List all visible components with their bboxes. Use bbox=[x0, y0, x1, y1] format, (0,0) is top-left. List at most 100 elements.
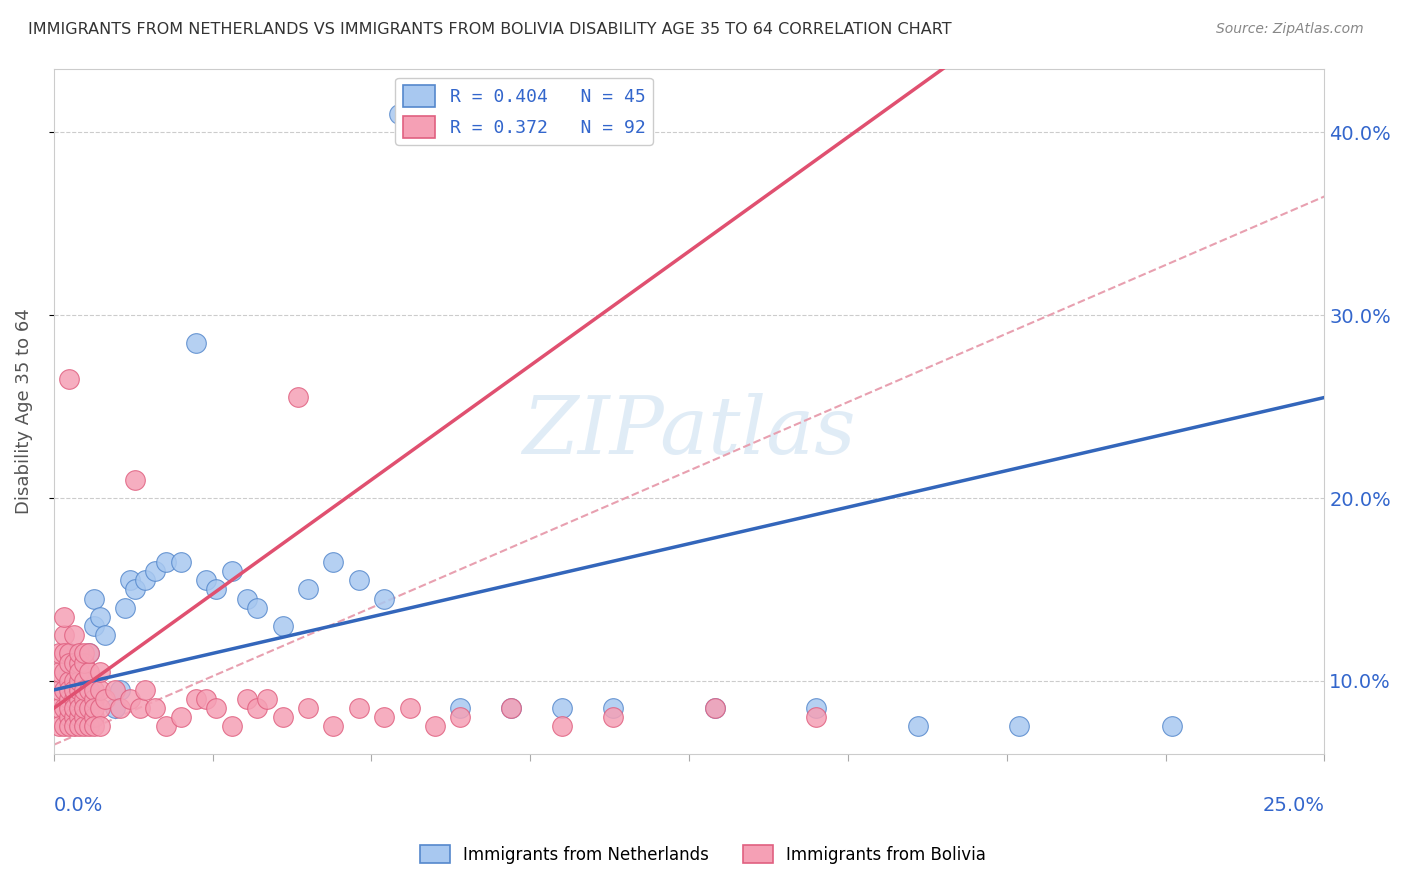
Point bbox=[221, 719, 243, 733]
Point bbox=[120, 692, 142, 706]
Point bbox=[53, 628, 76, 642]
Point bbox=[134, 682, 156, 697]
Point bbox=[83, 710, 105, 724]
Point bbox=[53, 610, 76, 624]
Point bbox=[449, 710, 471, 724]
Point bbox=[551, 701, 574, 715]
Point bbox=[63, 710, 86, 724]
Point bbox=[423, 719, 446, 733]
Point bbox=[67, 682, 90, 697]
Point bbox=[58, 682, 80, 697]
Point bbox=[129, 701, 152, 715]
Point bbox=[205, 701, 228, 715]
Point bbox=[73, 701, 96, 715]
Point bbox=[347, 574, 370, 588]
Point bbox=[79, 646, 101, 660]
Point bbox=[347, 701, 370, 715]
Point bbox=[124, 473, 146, 487]
Point bbox=[48, 719, 70, 733]
Point bbox=[804, 701, 827, 715]
Point bbox=[67, 682, 90, 697]
Point bbox=[108, 682, 131, 697]
Point bbox=[73, 719, 96, 733]
Point bbox=[79, 682, 101, 697]
Point bbox=[48, 665, 70, 679]
Point bbox=[83, 719, 105, 733]
Legend: R = 0.404   N = 45, R = 0.372   N = 92: R = 0.404 N = 45, R = 0.372 N = 92 bbox=[395, 78, 652, 145]
Point bbox=[236, 591, 259, 606]
Point bbox=[73, 646, 96, 660]
Point bbox=[73, 673, 96, 688]
Point bbox=[256, 692, 278, 706]
Point bbox=[184, 692, 207, 706]
Point bbox=[63, 719, 86, 733]
Point bbox=[501, 701, 523, 715]
Point bbox=[184, 335, 207, 350]
Text: IMMIGRANTS FROM NETHERLANDS VS IMMIGRANTS FROM BOLIVIA DISABILITY AGE 35 TO 64 C: IMMIGRANTS FROM NETHERLANDS VS IMMIGRANT… bbox=[28, 22, 952, 37]
Point bbox=[73, 656, 96, 670]
Point bbox=[1008, 719, 1031, 733]
Point bbox=[67, 656, 90, 670]
Point bbox=[89, 610, 111, 624]
Point bbox=[53, 665, 76, 679]
Point bbox=[79, 665, 101, 679]
Point bbox=[703, 701, 725, 715]
Point bbox=[63, 692, 86, 706]
Text: ZIPatlas: ZIPatlas bbox=[523, 393, 856, 470]
Point bbox=[53, 682, 76, 697]
Point bbox=[48, 701, 70, 715]
Point bbox=[67, 710, 90, 724]
Point bbox=[67, 701, 90, 715]
Point bbox=[1161, 719, 1184, 733]
Point bbox=[145, 564, 167, 578]
Point bbox=[246, 600, 269, 615]
Point bbox=[89, 682, 111, 697]
Point bbox=[322, 719, 344, 733]
Point bbox=[67, 656, 90, 670]
Point bbox=[53, 701, 76, 715]
Point bbox=[58, 646, 80, 660]
Point bbox=[287, 391, 309, 405]
Point bbox=[73, 682, 96, 697]
Point bbox=[907, 719, 929, 733]
Point bbox=[83, 692, 105, 706]
Point bbox=[134, 574, 156, 588]
Point bbox=[58, 656, 80, 670]
Point bbox=[602, 710, 624, 724]
Point bbox=[120, 574, 142, 588]
Point bbox=[79, 719, 101, 733]
Point bbox=[373, 710, 395, 724]
Point bbox=[53, 719, 76, 733]
Point bbox=[804, 710, 827, 724]
Point bbox=[114, 600, 136, 615]
Point bbox=[703, 701, 725, 715]
Point bbox=[73, 673, 96, 688]
Point bbox=[67, 719, 90, 733]
Point bbox=[124, 582, 146, 597]
Point bbox=[58, 665, 80, 679]
Point bbox=[79, 682, 101, 697]
Point bbox=[195, 574, 218, 588]
Point bbox=[63, 673, 86, 688]
Point bbox=[551, 719, 574, 733]
Point bbox=[170, 555, 193, 569]
Point bbox=[93, 692, 115, 706]
Point bbox=[89, 665, 111, 679]
Point bbox=[602, 701, 624, 715]
Point bbox=[104, 682, 127, 697]
Text: 0.0%: 0.0% bbox=[53, 796, 103, 814]
Point bbox=[58, 710, 80, 724]
Point bbox=[79, 646, 101, 660]
Point bbox=[398, 701, 420, 715]
Point bbox=[373, 591, 395, 606]
Point bbox=[53, 646, 76, 660]
Point bbox=[83, 619, 105, 633]
Point bbox=[58, 692, 80, 706]
Point bbox=[73, 692, 96, 706]
Point bbox=[67, 673, 90, 688]
Point bbox=[221, 564, 243, 578]
Y-axis label: Disability Age 35 to 64: Disability Age 35 to 64 bbox=[15, 309, 32, 514]
Text: 25.0%: 25.0% bbox=[1263, 796, 1324, 814]
Point bbox=[155, 719, 177, 733]
Point bbox=[58, 719, 80, 733]
